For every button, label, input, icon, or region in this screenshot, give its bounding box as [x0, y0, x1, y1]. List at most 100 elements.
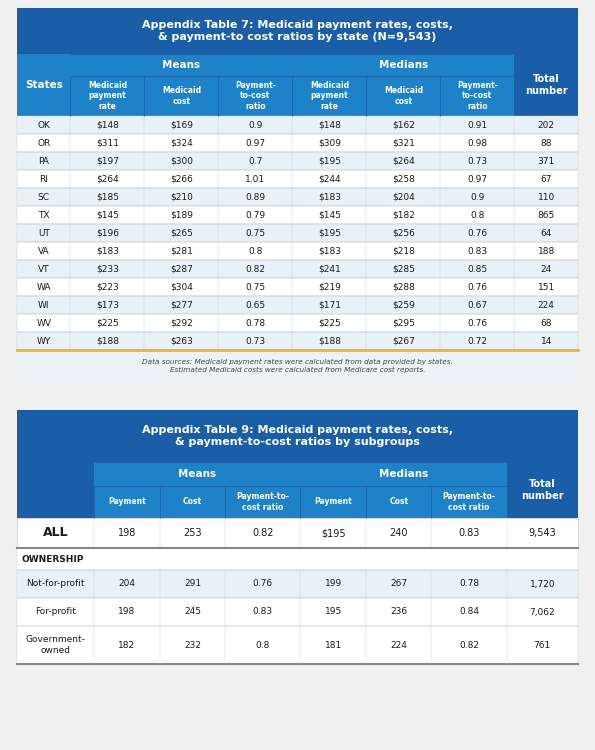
Text: $263: $263: [170, 337, 193, 346]
Text: Cost: Cost: [389, 497, 408, 506]
Text: OWNERSHIP: OWNERSHIP: [22, 554, 84, 563]
Bar: [17, 626, 578, 664]
Text: $196: $196: [96, 229, 119, 238]
Text: 0.72: 0.72: [467, 337, 487, 346]
Text: Medicaid
payment
rate: Medicaid payment rate: [310, 81, 349, 111]
Text: $162: $162: [392, 121, 415, 130]
Bar: [145, 76, 218, 116]
Text: 240: 240: [390, 528, 408, 538]
Text: 1.01: 1.01: [245, 175, 265, 184]
Text: TX: TX: [38, 211, 49, 220]
Text: Payment-to-
cost ratio: Payment-to- cost ratio: [236, 492, 289, 512]
Text: $225: $225: [96, 319, 119, 328]
Text: $266: $266: [170, 175, 193, 184]
Text: $188: $188: [96, 337, 119, 346]
Bar: [366, 486, 431, 518]
Text: 0.82: 0.82: [245, 265, 265, 274]
Text: 0.8: 0.8: [470, 211, 484, 220]
Text: Not-for-profit: Not-for-profit: [26, 580, 85, 589]
Bar: [17, 224, 578, 242]
Text: 0.65: 0.65: [245, 301, 265, 310]
Text: $145: $145: [96, 211, 119, 220]
Text: 195: 195: [324, 608, 342, 616]
Text: 0.98: 0.98: [467, 139, 487, 148]
Text: 0.8: 0.8: [248, 247, 262, 256]
Text: 0.75: 0.75: [245, 283, 265, 292]
Text: WY: WY: [36, 337, 51, 346]
Bar: [17, 278, 578, 296]
Text: $169: $169: [170, 121, 193, 130]
Text: WV: WV: [36, 319, 51, 328]
Text: $321: $321: [392, 139, 415, 148]
Text: 224: 224: [538, 301, 555, 310]
Text: $285: $285: [392, 265, 415, 274]
Text: 88: 88: [540, 139, 552, 148]
Text: 198: 198: [118, 528, 136, 538]
Text: $195: $195: [318, 229, 341, 238]
Text: 7,062: 7,062: [530, 608, 555, 616]
Bar: [17, 54, 578, 116]
Text: $148: $148: [318, 121, 341, 130]
Bar: [17, 152, 578, 170]
Text: 0.82: 0.82: [252, 528, 274, 538]
Bar: [94, 462, 300, 486]
Bar: [17, 206, 578, 224]
Text: Medicaid
cost: Medicaid cost: [162, 86, 201, 106]
Text: Cost: Cost: [183, 497, 202, 506]
Bar: [17, 570, 578, 598]
Text: 9,543: 9,543: [528, 528, 556, 538]
Text: 236: 236: [390, 608, 407, 616]
Text: $233: $233: [96, 265, 119, 274]
Text: 0.83: 0.83: [458, 528, 480, 538]
Text: 0.9: 0.9: [248, 121, 262, 130]
Text: $288: $288: [392, 283, 415, 292]
Text: $171: $171: [318, 301, 341, 310]
Text: RI: RI: [39, 175, 48, 184]
Text: $244: $244: [318, 175, 341, 184]
Text: $210: $210: [170, 193, 193, 202]
Text: 232: 232: [184, 640, 201, 650]
Bar: [17, 188, 578, 206]
Text: OK: OK: [37, 121, 50, 130]
Text: Total
number: Total number: [521, 479, 563, 501]
Bar: [17, 410, 578, 462]
Text: UT: UT: [37, 229, 49, 238]
Text: Appendix Table 9: Medicaid payment rates, costs,
& payment-to-cost ratios by sub: Appendix Table 9: Medicaid payment rates…: [142, 425, 453, 447]
Text: $267: $267: [392, 337, 415, 346]
Text: 202: 202: [538, 121, 555, 130]
Text: 64: 64: [540, 229, 552, 238]
Text: SC: SC: [37, 193, 50, 202]
Text: $300: $300: [170, 157, 193, 166]
Bar: [17, 314, 578, 332]
Bar: [94, 486, 159, 518]
Bar: [17, 350, 578, 382]
Text: VA: VA: [38, 247, 49, 256]
Text: 0.97: 0.97: [467, 175, 487, 184]
Bar: [17, 54, 70, 116]
Text: 67: 67: [540, 175, 552, 184]
Text: $292: $292: [170, 319, 193, 328]
Text: 0.8: 0.8: [256, 640, 270, 650]
Text: Data sources: Medicaid payment rates were calculated from data provided by state: Data sources: Medicaid payment rates wer…: [142, 359, 453, 373]
Text: Payment-to-
cost ratio: Payment-to- cost ratio: [443, 492, 496, 512]
Text: $309: $309: [318, 139, 341, 148]
Text: 68: 68: [540, 319, 552, 328]
Text: OR: OR: [37, 139, 51, 148]
Text: 0.67: 0.67: [467, 301, 487, 310]
Bar: [70, 76, 145, 116]
Text: $265: $265: [170, 229, 193, 238]
Text: 14: 14: [540, 337, 552, 346]
Text: Appendix Table 7: Medicaid payment rates, costs,
& payment-to cost ratios by sta: Appendix Table 7: Medicaid payment rates…: [142, 20, 453, 42]
Bar: [17, 116, 578, 134]
Text: 198: 198: [118, 608, 136, 616]
Text: 253: 253: [183, 528, 202, 538]
Text: 188: 188: [537, 247, 555, 256]
Bar: [17, 332, 578, 350]
Text: $241: $241: [318, 265, 341, 274]
Bar: [440, 76, 514, 116]
Text: WI: WI: [38, 301, 49, 310]
Text: 0.78: 0.78: [459, 580, 479, 589]
Bar: [17, 8, 578, 54]
Text: VT: VT: [38, 265, 49, 274]
Bar: [17, 134, 578, 152]
